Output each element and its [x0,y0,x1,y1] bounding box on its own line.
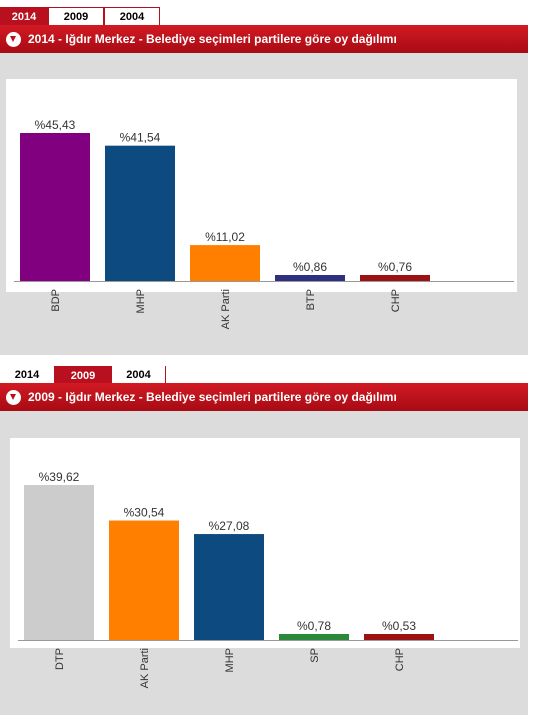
tab-2014[interactable]: 2014 [0,366,54,384]
bar-value-label: %0,78 [297,619,331,633]
bar-mhp[interactable] [105,145,175,281]
bar-value-label: %41,54 [120,131,161,145]
bar-chart-2009: %39,62 DTP %30,54 AK Parti %27,08 MHP %0,78 SP%… [18,470,518,688]
election-panel-2009: 2014 2009 2004 2009 - Iğdır Merkez - Bel… [0,360,535,715]
tab-2004[interactable]: 2004 [112,366,166,384]
election-panel-2014: 2014 2009 2004 2014 - Iğdır Merkez - Bel… [0,7,528,355]
tab-2009[interactable]: 2009 [54,366,112,384]
bar-value-label: %11,02 [205,230,245,244]
category-label: CHP [390,289,402,312]
bar-value-label: %39,62 [39,470,80,484]
bar-chart-2014: %45,43 BDP %41,54 MHP %11,02 AK Parti %0,86 BTP… [14,118,514,329]
panel-title: 2009 - Iğdır Merkez - Belediye seçimleri… [28,390,397,404]
bar-value-label: %0,53 [382,619,416,633]
category-label: AK Parti [220,289,232,329]
bar-ak-parti[interactable] [190,245,260,281]
year-tabs: 2014 2009 2004 [0,366,166,384]
category-label: BTP [305,289,317,310]
bar-value-label: %0,76 [378,260,412,274]
bar-sp[interactable] [279,634,349,640]
bar-value-label: %27,08 [209,519,250,533]
bar-ak-parti[interactable] [109,520,179,640]
category-label: BDP [50,289,62,312]
year-tabs: 2014 2009 2004 [0,7,160,25]
category-label: AK Parti [139,648,151,688]
chart-plot-area [6,79,517,292]
category-label: CHP [394,648,406,671]
bar-btp[interactable] [275,275,345,281]
bar-mhp[interactable] [194,534,264,640]
chart-container: %45,43 BDP %41,54 MHP %11,02 AK Parti %0,86 BTP… [0,53,528,355]
collapse-arrow-icon[interactable] [6,31,21,47]
panel-header: 2014 - Iğdır Merkez - Belediye seçimleri… [0,25,528,53]
category-label: MHP [224,648,236,672]
bar-value-label: %0,86 [293,260,327,274]
bar-value-label: %45,43 [35,118,76,132]
tab-2014[interactable]: 2014 [0,7,48,25]
category-label: MHP [135,289,147,313]
bar-dtp[interactable] [24,485,94,640]
tab-2009[interactable]: 2009 [48,7,104,25]
chart-container: %39,62 DTP %30,54 AK Parti %27,08 MHP %0,78 SP%… [0,411,528,715]
collapse-arrow-icon[interactable] [6,389,21,405]
panel-title: 2014 - Iğdır Merkez - Belediye seçimleri… [28,32,397,46]
bar-value-label: %30,54 [124,506,165,520]
bar-bdp[interactable] [20,133,90,281]
chart-plot-area [10,438,520,648]
category-label: DTP [54,648,66,670]
tab-2004[interactable]: 2004 [104,7,160,25]
category-label: SP [309,648,321,663]
panel-header: 2009 - Iğdır Merkez - Belediye seçimleri… [0,383,528,411]
bar-chp[interactable] [364,634,434,640]
bar-chp[interactable] [360,275,430,281]
